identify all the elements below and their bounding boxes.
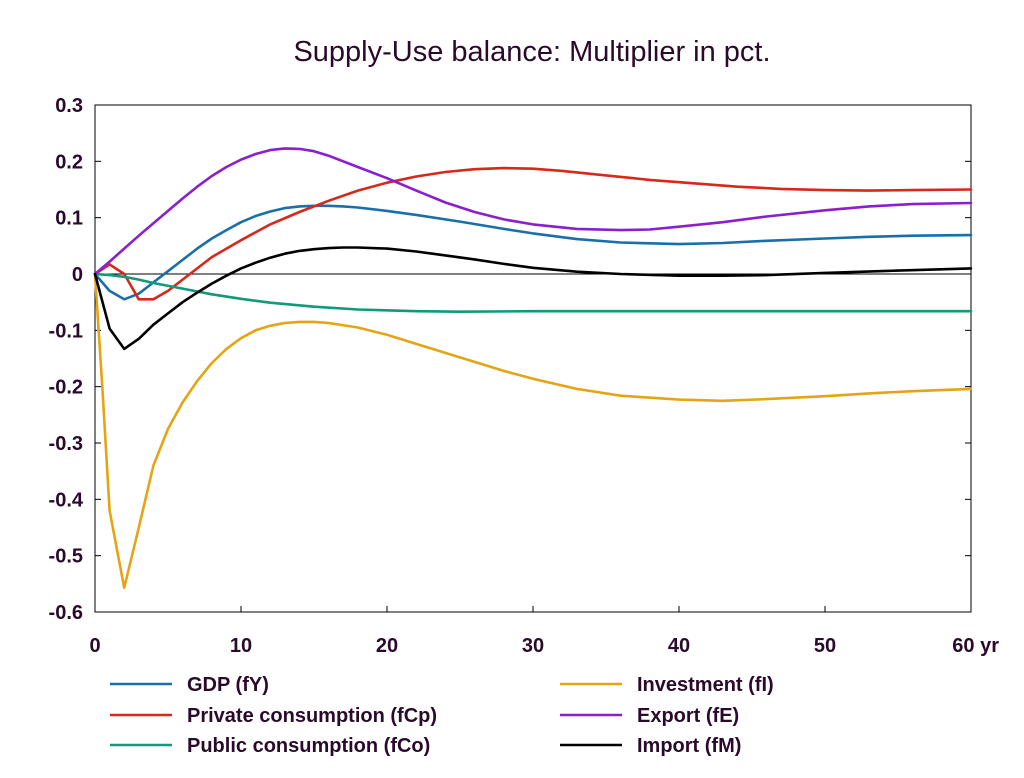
series-line-2 [93,166,973,301]
legend-label: Export (fE) [637,705,739,727]
x-tick-label: 40 [668,635,690,657]
series-line-5 [93,147,973,276]
legend-label: GDP (fY) [187,674,269,696]
plot-frame [94,104,972,613]
x-tick-label: 30 [522,635,544,657]
legend-label: Import (fM) [637,735,741,757]
y-tick-label: 0.2 [55,151,83,173]
legend: GDP (fY) Private consumption (fCp) Public … [110,674,774,757]
y-tick-label: -0.1 [49,320,83,342]
y-tick-label: 0.3 [55,95,83,117]
x-tick-label: 0 [89,635,100,657]
y-tick-label: -0.4 [49,489,84,511]
series-line-6 [93,246,973,351]
x-tick-label: 10 [230,635,252,657]
legend-label: Investment (fI) [637,674,774,696]
series-line-4 [93,272,973,590]
y-tick-label: 0 [72,264,83,286]
legend-label: Public consumption (fCo) [187,735,430,757]
y-tick-label: -0.2 [49,377,83,399]
y-tick-label: -0.3 [49,433,83,455]
x-tick-label: 20 [376,635,398,657]
chart-title: Supply-Use balance: Multiplier in pct. [293,36,770,68]
y-tick-label: -0.5 [49,546,83,568]
y-tick-label: 0.1 [55,208,83,230]
series-line-3 [93,272,973,313]
legend-label: Private consumption (fCp) [187,705,437,727]
y-tick-label: -0.6 [49,602,83,624]
x-tick-label: 60 yr [952,635,999,657]
x-tick-label: 50 [814,635,836,657]
series-line-1 [93,204,973,301]
plot-area: 0.3 0.2 0.1 0 -0.1 -0.2 -0.3 -0.4 -0.5 -0.6 0 10 20 3… [49,95,1000,657]
